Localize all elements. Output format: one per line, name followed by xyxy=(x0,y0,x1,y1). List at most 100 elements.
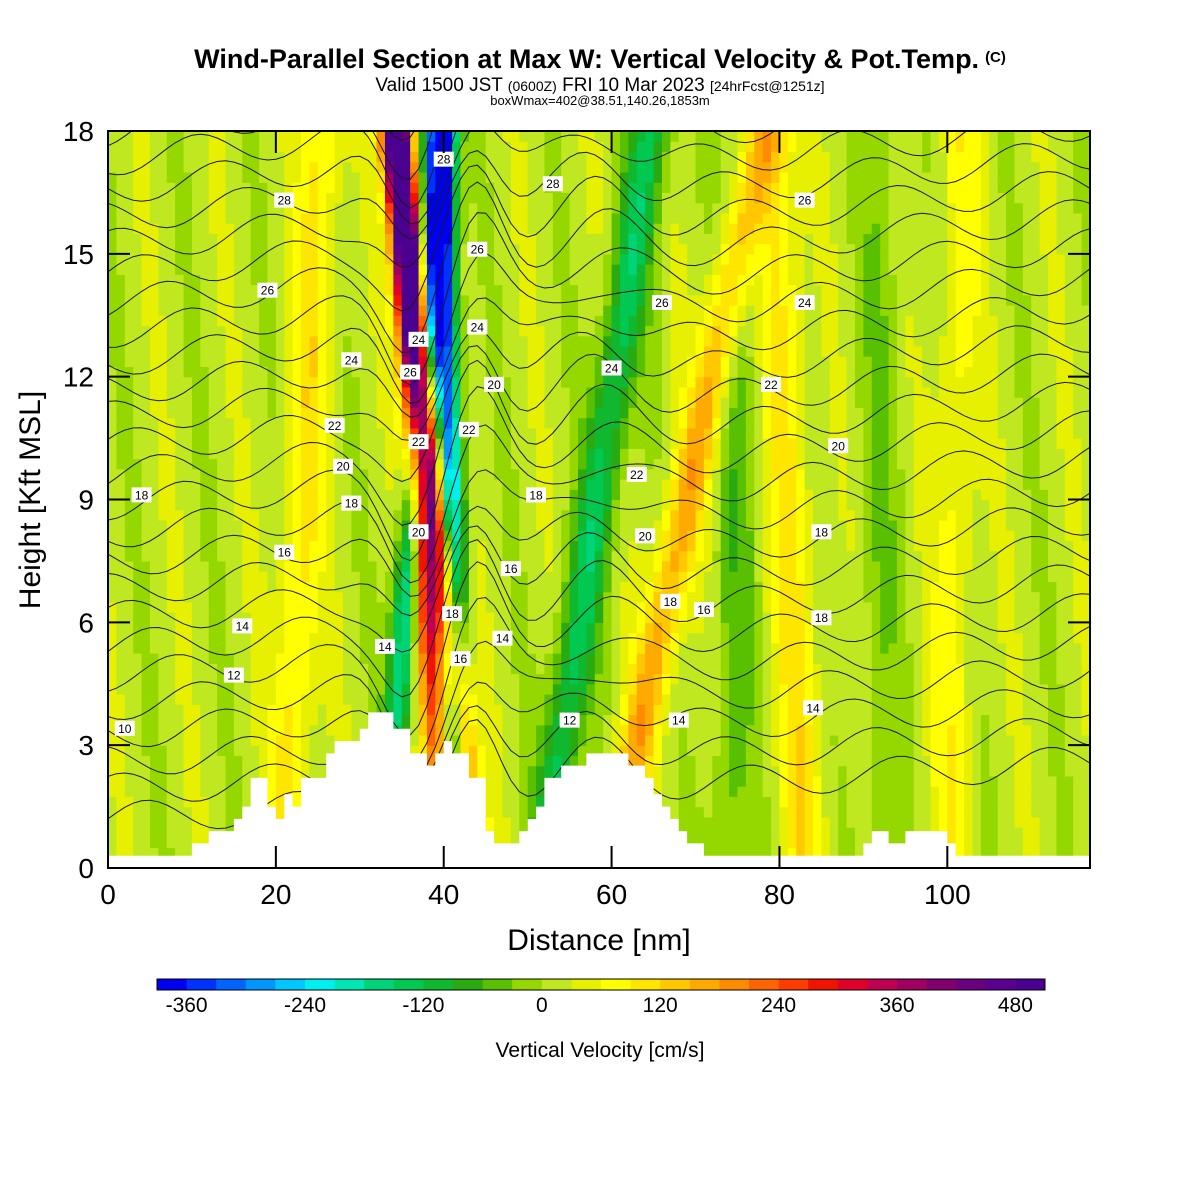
velocity-cell xyxy=(838,489,848,501)
velocity-cell xyxy=(1014,509,1024,521)
velocity-cell xyxy=(502,683,512,695)
velocity-cell xyxy=(460,601,470,613)
velocity-cell xyxy=(636,724,646,736)
velocity-cell xyxy=(796,612,806,623)
velocity-cell xyxy=(200,530,210,542)
velocity-cell xyxy=(477,468,487,480)
velocity-cell xyxy=(972,755,982,767)
velocity-cell xyxy=(401,601,411,613)
velocity-cell xyxy=(880,571,890,582)
velocity-cell xyxy=(846,734,856,746)
velocity-cell xyxy=(821,734,831,746)
velocity-cell xyxy=(787,786,797,797)
velocity-cell xyxy=(997,509,1007,521)
velocity-cell xyxy=(678,591,688,603)
velocity-cell xyxy=(418,499,428,511)
velocity-cell xyxy=(368,519,378,531)
velocity-cell xyxy=(183,796,193,808)
velocity-cell xyxy=(754,438,764,449)
velocity-cell xyxy=(502,745,512,757)
velocity-cell xyxy=(1039,724,1049,736)
velocity-cell xyxy=(124,775,134,787)
velocity-cell xyxy=(200,479,210,490)
velocity-cell xyxy=(955,530,965,542)
velocity-cell xyxy=(343,519,352,531)
velocity-cell xyxy=(947,827,957,838)
velocity-cell xyxy=(720,581,730,593)
velocity-cell xyxy=(418,673,428,685)
velocity-cell xyxy=(225,632,235,644)
velocity-cell xyxy=(1056,540,1066,552)
velocity-cell xyxy=(250,499,260,511)
velocity-cell xyxy=(309,612,319,623)
velocity-cell xyxy=(913,479,923,490)
copyright-mark: (C) xyxy=(985,49,1006,66)
velocity-cell xyxy=(401,448,411,460)
velocity-cell xyxy=(762,550,772,562)
velocity-cell xyxy=(384,427,394,439)
velocity-cell xyxy=(687,642,697,654)
velocity-cell xyxy=(1006,847,1016,859)
velocity-cell xyxy=(737,448,747,460)
velocity-cell xyxy=(1048,734,1058,746)
velocity-cell xyxy=(1014,438,1024,449)
velocity-cell xyxy=(1014,653,1024,664)
velocity-cell xyxy=(376,448,386,460)
velocity-cell xyxy=(762,683,772,695)
velocity-cell xyxy=(779,560,789,572)
velocity-cell xyxy=(401,704,411,716)
velocity-cell xyxy=(569,581,579,593)
velocity-cell xyxy=(813,468,823,480)
velocity-cell xyxy=(284,612,294,623)
velocity-cell xyxy=(636,612,646,623)
velocity-cell xyxy=(250,612,260,623)
velocity-cell xyxy=(754,673,764,685)
velocity-cell xyxy=(259,622,269,634)
velocity-cell xyxy=(544,765,554,777)
velocity-cell xyxy=(695,458,705,470)
velocity-cell xyxy=(1014,560,1024,572)
velocity-cell xyxy=(930,499,940,511)
velocity-cell xyxy=(619,540,629,552)
velocity-cell xyxy=(183,612,193,623)
velocity-cell xyxy=(544,683,554,695)
velocity-cell xyxy=(703,489,713,501)
velocity-cell xyxy=(661,663,671,675)
velocity-cell xyxy=(317,571,327,582)
velocity-cell xyxy=(905,458,915,470)
velocity-cell xyxy=(1014,642,1024,654)
velocity-cell xyxy=(1048,816,1058,828)
velocity-cell xyxy=(796,642,806,654)
velocity-cell xyxy=(619,663,629,675)
velocity-cell xyxy=(729,612,739,623)
velocity-cell xyxy=(233,775,243,787)
velocity-cell xyxy=(628,673,638,685)
velocity-cell xyxy=(955,519,965,531)
velocity-cell xyxy=(1031,847,1041,859)
velocity-cell xyxy=(687,765,697,777)
velocity-cell xyxy=(108,479,117,490)
velocity-cell xyxy=(603,632,613,644)
velocity-cell xyxy=(813,673,823,685)
velocity-cell xyxy=(116,642,126,654)
velocity-cell xyxy=(829,591,839,603)
velocity-cell xyxy=(829,632,839,644)
velocity-cell xyxy=(787,775,797,787)
velocity-cell xyxy=(166,458,176,470)
velocity-cell xyxy=(594,714,604,726)
velocity-cell xyxy=(729,693,739,705)
velocity-cell xyxy=(561,468,571,480)
velocity-cell xyxy=(149,653,159,664)
velocity-cell xyxy=(670,663,680,675)
velocity-cell xyxy=(813,601,823,613)
velocity-cell xyxy=(829,837,839,849)
velocity-cell xyxy=(997,837,1007,849)
velocity-cell xyxy=(460,612,470,623)
velocity-cell xyxy=(183,755,193,767)
velocity-cell xyxy=(225,765,235,777)
velocity-cell xyxy=(586,704,596,716)
velocity-cell xyxy=(594,468,604,480)
velocity-cell xyxy=(536,734,546,746)
velocity-cell xyxy=(426,673,436,685)
velocity-cell xyxy=(989,693,999,705)
